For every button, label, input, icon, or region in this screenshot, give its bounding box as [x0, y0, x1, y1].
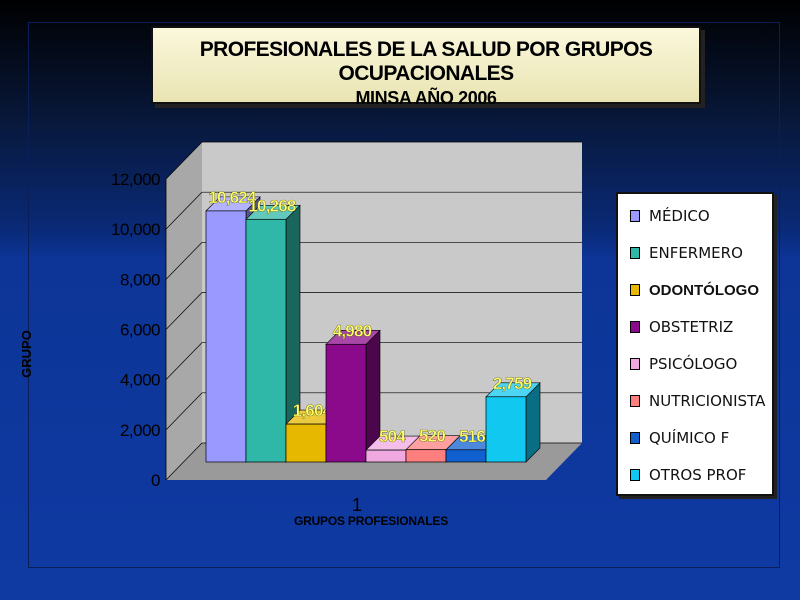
y-tick-label: 12,000 — [111, 170, 160, 189]
gridline-side — [165, 292, 203, 330]
legend-label: ODONTÓLOGO — [649, 281, 759, 299]
gridline-side — [165, 141, 203, 180]
legend-label: PSICÓLOGO — [649, 355, 738, 373]
chart-title-box: PROFESIONALES DE LA SALUD POR GRUPOS OCU… — [151, 26, 701, 108]
legend-label: MÉDICO — [649, 207, 710, 225]
legend-item: ENFERMERO — [630, 243, 743, 263]
gridline-side — [165, 442, 203, 481]
legend-item: PSICÓLOGO — [630, 354, 737, 374]
legend-item: QUÍMICO F — [630, 428, 729, 448]
legend-swatch — [630, 432, 640, 444]
y-tick-label: 2,000 — [120, 421, 160, 440]
legend-label: QUÍMICO F — [649, 429, 730, 447]
gridline-side — [165, 392, 203, 431]
legend-swatch — [630, 210, 640, 222]
data-label: 4,980 — [333, 321, 372, 340]
data-label: 10,624 — [208, 188, 257, 207]
bar — [325, 343, 367, 463]
legend-swatch — [630, 247, 640, 259]
bar — [245, 218, 287, 463]
legend-swatch — [630, 321, 640, 333]
y-tick-label: 10,000 — [111, 220, 160, 239]
legend-swatch — [630, 284, 640, 296]
legend-swatch — [630, 358, 640, 370]
gridline-side — [165, 342, 203, 380]
data-label: 520 — [419, 427, 445, 446]
chart-subtitle: MINSA AÑO 2006 — [355, 88, 497, 108]
gridline-side — [165, 242, 203, 280]
legend-item: ODONTÓLOGO — [630, 280, 759, 300]
legend-label: ENFERMERO — [649, 244, 743, 262]
gridline-side — [165, 191, 203, 230]
chart-title: PROFESIONALES DE LA SALUD POR GRUPOS OCU… — [199, 38, 653, 85]
legend-swatch — [630, 469, 640, 481]
x-axis-label: GRUPOS PROFESIONALES — [293, 514, 449, 528]
bar — [485, 396, 527, 463]
bar — [205, 210, 247, 463]
data-label: 10,268 — [248, 196, 296, 215]
chart-legend: MÉDICO ENFERMERO ODONTÓLOGO OBSTETRIZ PSICÓL… — [616, 192, 774, 496]
legend-item: OTROS PROF — [630, 465, 746, 485]
y-tick-label: 4,000 — [120, 371, 160, 390]
legend-item: MÉDICO — [630, 206, 710, 226]
data-label: 504 — [379, 427, 406, 446]
bar — [285, 423, 327, 463]
data-label: 2,759 — [493, 374, 532, 393]
data-label: 1,604 — [293, 401, 333, 420]
data-label: 516 — [459, 427, 485, 446]
y-axis-label: GRUPO — [19, 330, 34, 378]
legend-label: OBSTETRIZ — [649, 318, 734, 336]
legend-swatch — [630, 395, 640, 407]
y-tick-label: 6,000 — [120, 321, 160, 340]
legend-item: NUTRICIONISTA — [630, 391, 765, 411]
bar — [405, 449, 447, 463]
legend-label: NUTRICIONISTA — [649, 392, 766, 410]
y-tick-label: 8,000 — [120, 270, 160, 289]
legend-label: OTROS PROF — [649, 466, 747, 484]
x-tick-label: 1 — [352, 495, 362, 515]
bar — [365, 449, 407, 463]
bar — [445, 449, 487, 463]
y-tick-label: 0 — [151, 471, 160, 490]
chart-frame — [28, 22, 780, 568]
legend-item: OBSTETRIZ — [630, 317, 733, 337]
